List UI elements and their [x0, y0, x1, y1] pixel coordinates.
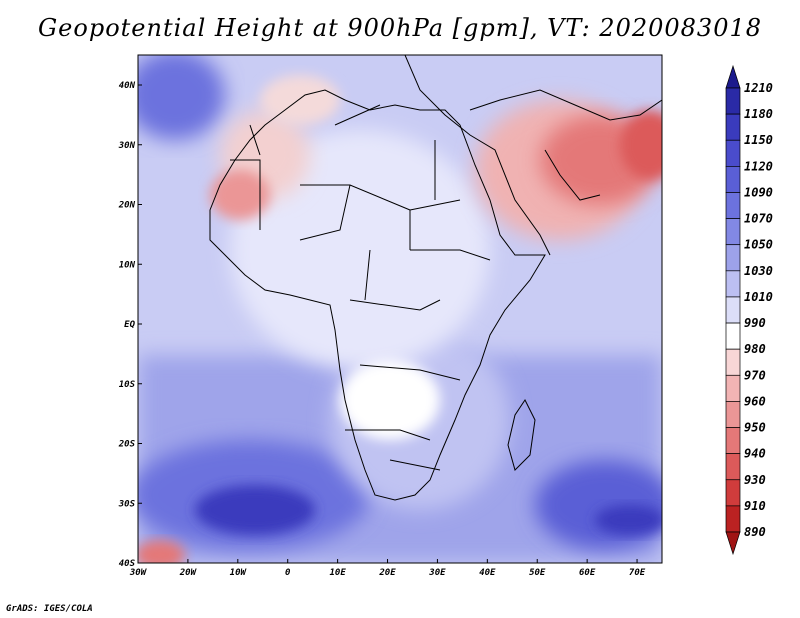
- colorbar-swatch: [725, 192, 741, 219]
- colorbar-swatch: [725, 139, 741, 167]
- coastlines: [209, 55, 662, 501]
- colorbar-swatch: [725, 401, 741, 428]
- colorbar-label: 960: [744, 394, 766, 408]
- lat-tick-label: 40S: [119, 559, 136, 569]
- colorbar-label: 890: [744, 525, 766, 539]
- lat-tick-label: 30S: [118, 499, 136, 509]
- colorbar-swatch: [725, 87, 741, 115]
- lon-tick-label: 0: [285, 568, 291, 578]
- colorbar-label: 940: [744, 447, 766, 461]
- map-frame: [137, 54, 663, 564]
- colorbar-swatch: [725, 113, 741, 141]
- colorbar-swatch: [725, 296, 741, 324]
- colorbar-label: 1010: [744, 290, 773, 304]
- lat-tick-label: EQ: [124, 320, 135, 330]
- colorbar-swatch: [725, 348, 741, 376]
- colorbar-label: 1150: [744, 133, 773, 147]
- lon-tick-label: 10E: [329, 568, 346, 578]
- colorbar-swatch: [725, 479, 741, 507]
- lat-tick-label: 40N: [119, 81, 136, 91]
- lon-tick-label: 10W: [230, 568, 248, 578]
- colorbar-label: 930: [744, 473, 766, 487]
- colorbar-label: 950: [744, 421, 766, 435]
- lon-tick-label: 50E: [529, 568, 546, 578]
- colorbar-swatch: [725, 166, 741, 193]
- colorbar-label: 1050: [744, 238, 773, 252]
- lon-tick-label: 30E: [428, 568, 446, 578]
- lon-tick-label: 20E: [378, 568, 396, 578]
- lat-tick-label: 20N: [118, 201, 136, 211]
- colorbar-label: 1210: [744, 81, 773, 95]
- colorbar-swatch: [725, 218, 741, 246]
- lat-tick-label: 10S: [119, 380, 136, 390]
- colorbar-label: 980: [744, 342, 766, 356]
- colorbar-swatch: [725, 427, 741, 454]
- colorbar-swatch: [725, 64, 741, 89]
- colorbar-label: 1030: [744, 264, 773, 278]
- lat-tick-label: 10N: [119, 260, 136, 270]
- colorbar-label: 910: [744, 499, 766, 513]
- colorbar-label: 1120: [744, 159, 773, 173]
- colorbar-swatch: [725, 505, 741, 533]
- lon-tick-label: 20W: [179, 568, 198, 578]
- map-title: Geopotential Height at 900hPa [gpm], VT:…: [38, 14, 762, 42]
- lon-tick-label: 30W: [129, 568, 148, 578]
- lat-tick-label: 30N: [118, 141, 136, 151]
- colorbar-swatch: [725, 374, 741, 402]
- lat-tick-label: 20S: [118, 440, 136, 450]
- height-field: [138, 55, 662, 563]
- colorbar-swatch: [725, 322, 741, 350]
- grads-credit: GrADS: IGES/COLA: [6, 604, 93, 614]
- latitude-axis: 40N 30N 20N 10N EQ 10S 20S 30S 40S: [118, 81, 142, 569]
- lon-tick-label: 70E: [629, 568, 646, 578]
- colorbar-swatch: [725, 244, 741, 272]
- colorbar-swatch: [725, 270, 741, 298]
- colorbar-label: 1180: [744, 107, 773, 121]
- colorbar-swatch: [725, 453, 741, 481]
- colorbar: 1210 1180 1150 1120 1090 1070 1050 1030 1010 990 9…: [725, 64, 773, 556]
- colorbar-label: 970: [744, 368, 766, 382]
- colorbar-label: 990: [744, 316, 766, 330]
- colorbar-label: 1070: [744, 212, 773, 226]
- colorbar-label: 1090: [744, 185, 773, 199]
- lon-tick-label: 40E: [479, 568, 496, 578]
- lon-tick-label: 60E: [579, 568, 596, 578]
- longitude-axis: 30W 20W 10W 0 10E 20E 30E 40E 50E 60E 70E: [129, 559, 646, 578]
- colorbar-swatch: [725, 531, 741, 556]
